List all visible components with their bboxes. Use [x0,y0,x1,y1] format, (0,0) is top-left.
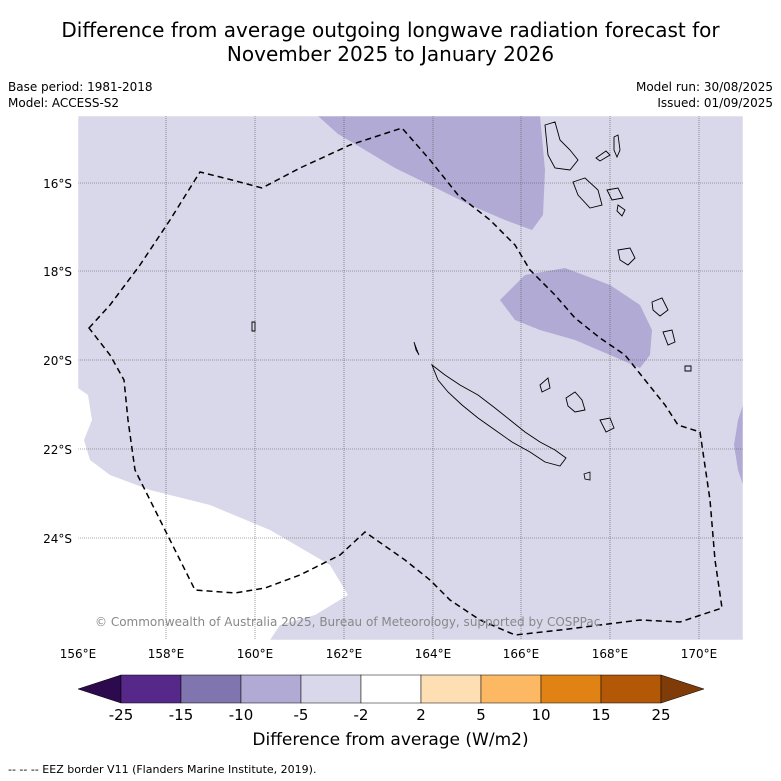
colorbar-segment-8 [540,674,602,704]
chart-title: Difference from average outgoing longwav… [0,18,781,66]
eez-footnote: -- -- -- EEZ border V11 (Flanders Marine… [8,763,317,776]
anomaly-region-east [500,268,652,368]
model-text: Model: ACCESS-S2 [8,96,120,110]
lon-label-168e: 168°E [592,647,629,661]
meta-left: Base period: 1981-2018 Model: ACCESS-S2 [8,79,153,111]
loyalty-island-1 [539,377,551,393]
title-line-1: Difference from average outgoing longwav… [61,18,720,42]
vanuatu-island-10 [684,365,692,372]
eez-border-line [88,127,723,636]
model-run-text: Model run: 30/08/2025 [635,80,773,94]
colorbar-segment-3 [240,674,302,704]
colorbar-segment-4 [300,674,362,704]
title-line-2: November 2025 to January 2026 [226,42,555,66]
lon-label-164e: 164°E [415,647,452,661]
colorbar-tick-label: 2 [416,706,426,724]
lat-label-22s: 22°S [43,443,72,457]
colorbar-tick-label: -15 [169,706,194,724]
map-panel: © Commonwealth of Australia 2025, Bureau… [78,116,743,640]
graticule [78,116,743,640]
colorbar-segment-1 [120,674,182,704]
lon-label-166e: 166°E [503,647,540,661]
vanuatu-island-1 [544,121,579,171]
lat-label-20s: 20°S [43,354,72,368]
colorbar-tick-label: -10 [229,706,254,724]
belep-islands [413,341,420,356]
colorbar-segment-7 [480,674,542,704]
colorbar-segment-0 [77,674,122,704]
colorbar-tick-label: -25 [109,706,134,724]
vanuatu-island-3 [595,150,611,162]
colorbar-tick-label: -2 [354,706,369,724]
vanuatu-island-7 [617,247,636,266]
colorbar-segment-2 [180,674,242,704]
meta-right: Model run: 30/08/2025 Issued: 01/09/2025 [636,79,773,111]
colorbar-title: Difference from average (W/m2) [252,730,529,750]
colorbar-segment-5 [360,674,422,704]
vanuatu-island-2 [613,134,621,159]
vanuatu-island-6 [616,204,626,217]
isle-of-pines [583,471,591,481]
colorbar-segment-6 [420,674,482,704]
vanuatu-island-9 [662,329,676,346]
lon-label-162e: 162°E [326,647,363,661]
loyalty-island-3 [599,417,615,433]
chesterfield-reef [251,321,256,332]
copyright-text: © Commonwealth of Australia 2025, Bureau… [95,615,600,629]
lon-label-160e: 160°E [237,647,274,661]
vanuatu-island-5 [606,187,624,201]
anomaly-region-north [318,116,545,230]
colorbar-tick-label: 5 [476,706,486,724]
new-caledonia-island [430,363,567,467]
anomaly-region-far-east [734,405,743,485]
near-normal-region [78,388,348,640]
colorbar: -25 -15 -10 -5 -2 2 5 10 15 25 [77,674,705,724]
colorbar-tick-label: 25 [651,706,670,724]
lat-label-18s: 18°S [43,265,72,279]
lon-label-156e: 156°E [60,647,97,661]
base-period-text: Base period: 1981-2018 [8,80,153,94]
colorbar-tick-label: -5 [294,706,309,724]
lon-label-170e: 170°E [681,647,718,661]
colorbar-segment-10 [660,674,705,704]
colorbar-tick-label: 15 [591,706,610,724]
issued-text: Issued: 01/09/2025 [657,96,773,110]
colorbar-tick-label: 10 [531,706,550,724]
lat-label-16s: 16°S [43,177,72,191]
vanuatu-island-4 [572,177,603,209]
lon-label-158e: 158°E [148,647,185,661]
loyalty-island-2 [565,391,586,413]
map-frame [77,115,744,641]
colorbar-segment-9 [600,674,662,704]
lat-label-24s: 24°S [43,532,72,546]
vanuatu-island-8 [651,297,669,317]
